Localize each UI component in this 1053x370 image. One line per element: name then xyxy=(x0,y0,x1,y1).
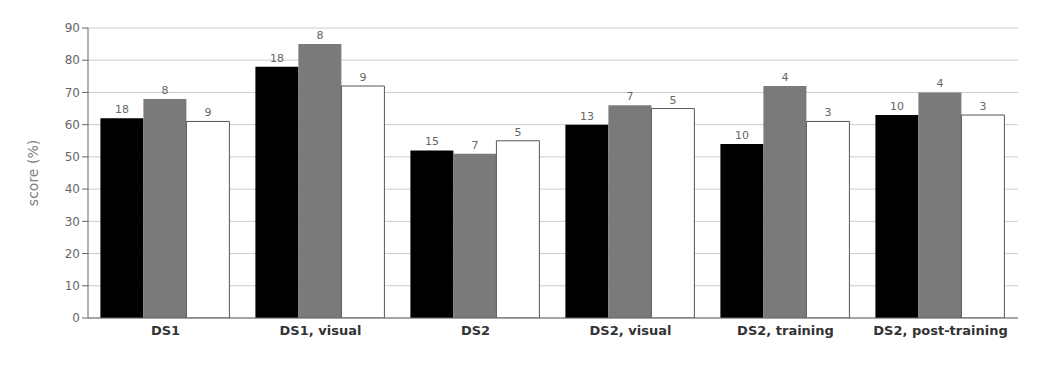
svg-text:0: 0 xyxy=(72,311,80,325)
svg-text:40: 40 xyxy=(65,182,80,196)
svg-text:7: 7 xyxy=(471,139,478,152)
svg-text:8: 8 xyxy=(316,29,323,42)
svg-text:9: 9 xyxy=(204,106,211,119)
svg-text:4: 4 xyxy=(936,77,943,90)
svg-text:5: 5 xyxy=(669,94,676,107)
svg-text:9: 9 xyxy=(359,71,366,84)
svg-text:13: 13 xyxy=(580,110,594,123)
svg-text:80: 80 xyxy=(65,53,80,67)
svg-text:DS2, post-training: DS2, post-training xyxy=(873,323,1007,338)
svg-text:4: 4 xyxy=(781,71,788,84)
svg-text:3: 3 xyxy=(824,106,831,119)
svg-text:30: 30 xyxy=(65,215,80,229)
svg-text:18: 18 xyxy=(270,52,284,65)
svg-text:DS2, training: DS2, training xyxy=(737,323,834,338)
svg-text:DS2, visual: DS2, visual xyxy=(590,323,672,338)
svg-text:90: 90 xyxy=(65,21,80,35)
svg-text:10: 10 xyxy=(65,279,80,293)
svg-text:DS1, visual: DS1, visual xyxy=(280,323,362,338)
svg-text:70: 70 xyxy=(65,86,80,100)
svg-text:3: 3 xyxy=(979,100,986,113)
svg-text:8: 8 xyxy=(161,84,168,97)
svg-text:10: 10 xyxy=(735,129,749,142)
svg-text:50: 50 xyxy=(65,150,80,164)
svg-text:18: 18 xyxy=(115,103,129,116)
svg-text:7: 7 xyxy=(626,90,633,103)
svg-text:15: 15 xyxy=(425,135,439,148)
svg-text:score (%): score (%) xyxy=(25,140,41,206)
svg-text:10: 10 xyxy=(890,100,904,113)
svg-text:60: 60 xyxy=(65,118,80,132)
svg-text:DS2: DS2 xyxy=(461,323,490,338)
svg-text:DS1: DS1 xyxy=(151,323,180,338)
svg-text:20: 20 xyxy=(65,247,80,261)
svg-text:5: 5 xyxy=(514,126,521,139)
